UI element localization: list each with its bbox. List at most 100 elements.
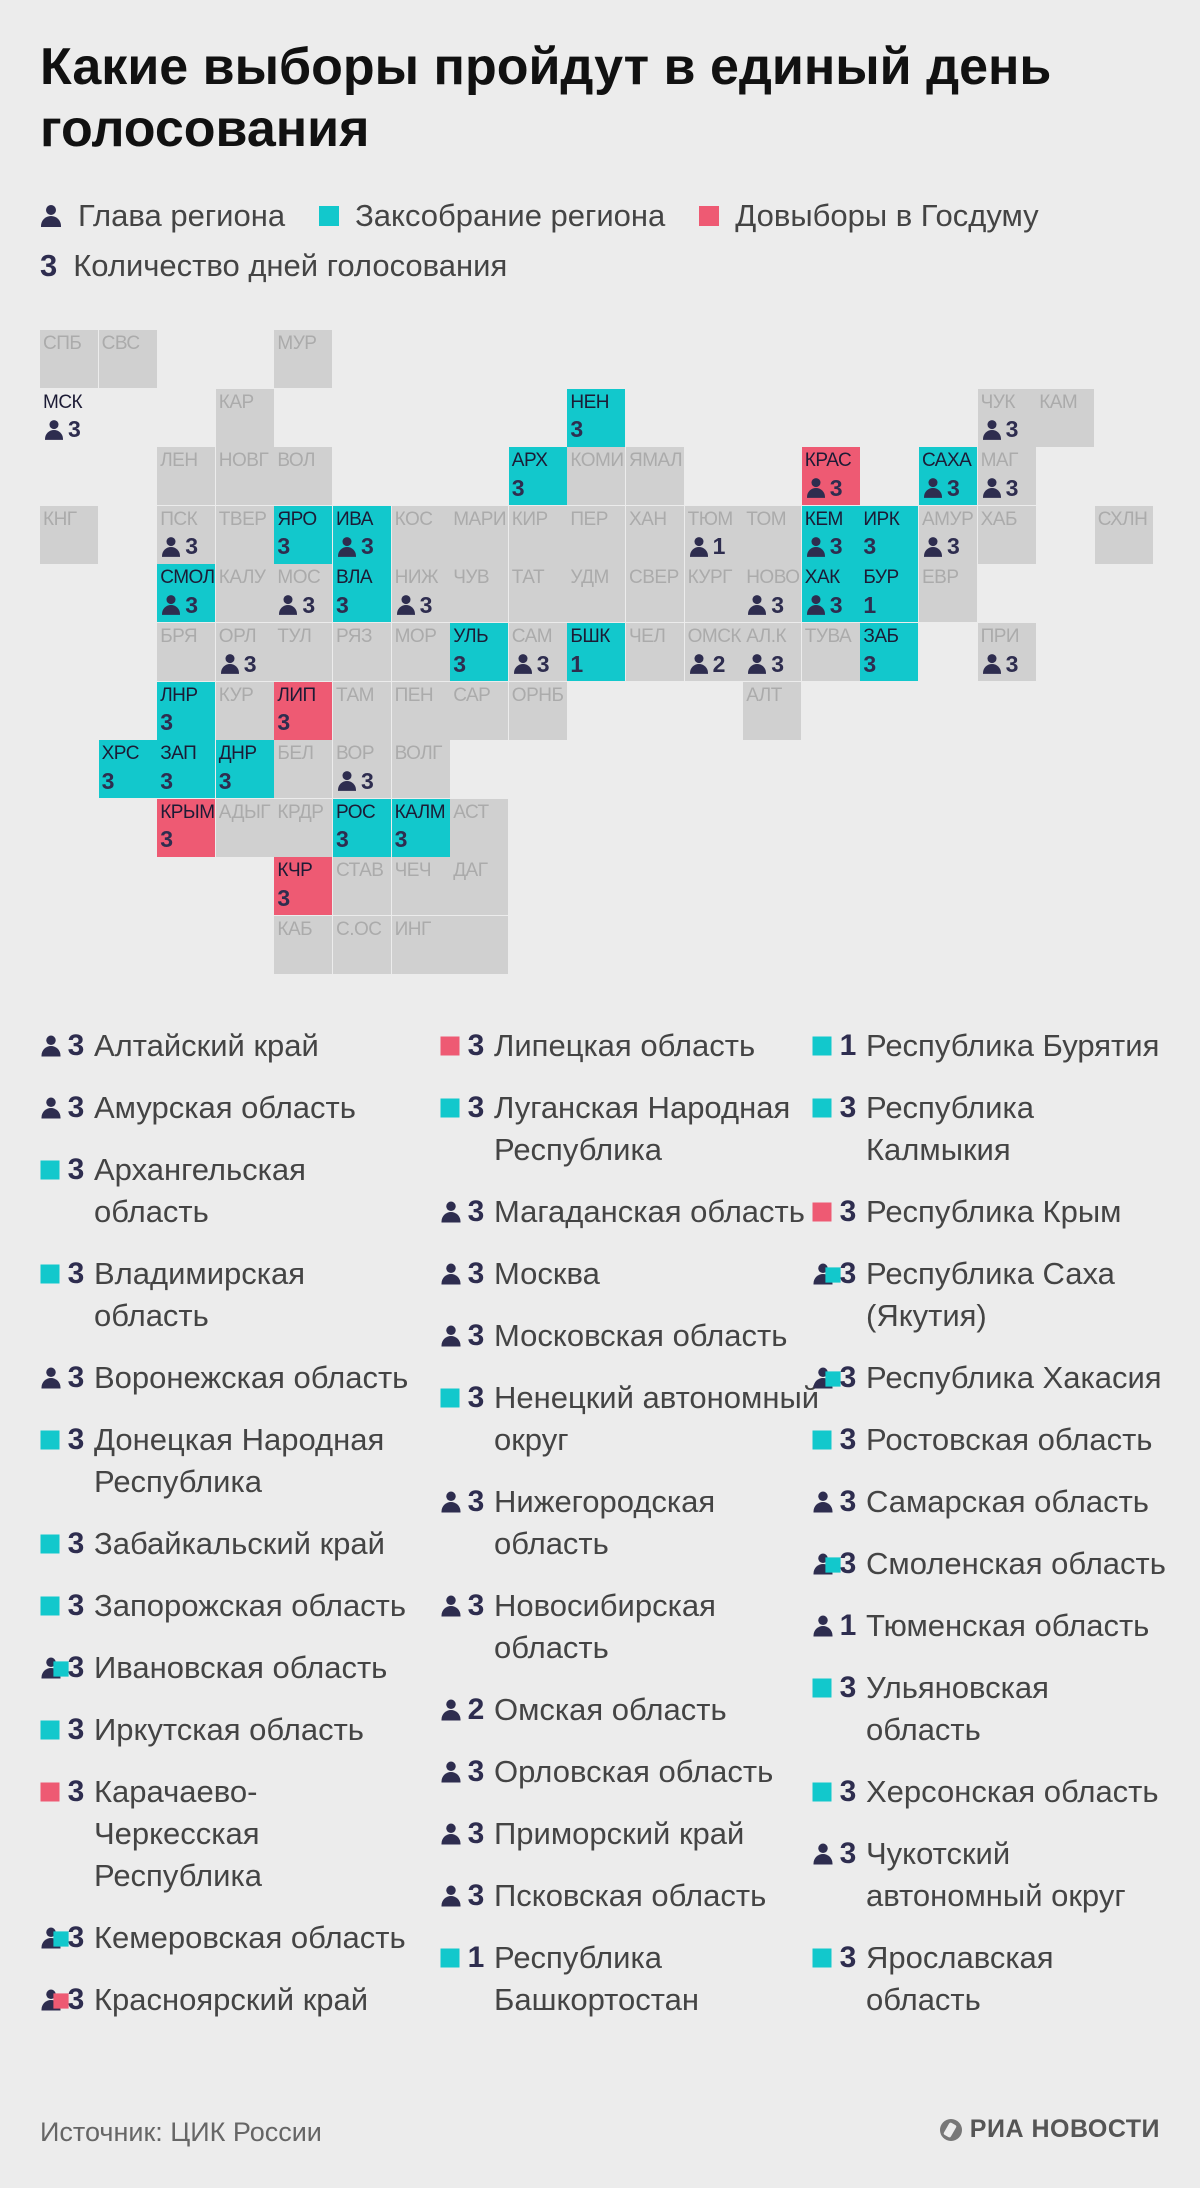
map-cell-label: ЧЕЧ xyxy=(394,860,432,882)
map-cell-label: ЧУВ xyxy=(453,567,490,589)
region-days: 3 xyxy=(67,1527,85,1560)
map-cell-label: ХАК xyxy=(804,567,840,589)
ria-logo-text: РИА НОВОСТИ xyxy=(969,2115,1160,2143)
map-cell: ЧЕЛ xyxy=(626,623,684,681)
region-days: 3 xyxy=(467,1195,485,1228)
map-cell: БРЯ xyxy=(157,623,216,681)
map-cell-label: УЛЬ xyxy=(453,626,489,647)
map-cell-label: СХЛН xyxy=(1097,508,1148,530)
teal-square-icon xyxy=(825,1557,841,1573)
map-cell-days: 3 xyxy=(160,709,173,736)
person-icon xyxy=(813,1553,834,1575)
map-cell: СМОЛ 3 xyxy=(157,564,216,623)
map-cell-days: 3 xyxy=(243,650,257,677)
election-type-icon xyxy=(40,1979,69,2021)
map-cell-label: ТВЕР xyxy=(218,508,267,530)
person-icon xyxy=(923,478,943,499)
map-cell: КАМ xyxy=(1036,388,1095,447)
map-cell-label: КРАС xyxy=(804,450,852,472)
map-cell-days: 3 xyxy=(302,591,316,618)
person-icon xyxy=(441,1491,462,1513)
map-cell: МАРИ xyxy=(450,505,509,564)
teal-square-icon xyxy=(825,1371,841,1387)
map-cell: ПСК 3 xyxy=(157,505,216,564)
map-cell: САМ 3 xyxy=(508,623,567,681)
map-cell: ЛИП 3 xyxy=(274,681,333,740)
map-cell-days: 3 xyxy=(570,416,584,443)
region-days: 1 xyxy=(467,1941,485,1974)
red-square-icon xyxy=(440,1036,460,1056)
region-name: Ярославская область xyxy=(866,1940,1054,2017)
map-cell-value: 3 xyxy=(336,592,349,618)
map-cell-label: ВОР xyxy=(336,743,375,765)
map-cell-label: С.ОС xyxy=(336,919,382,940)
legend-head-label: Глава региона xyxy=(78,198,286,233)
person-icon xyxy=(513,654,533,674)
map-cell-label: КУР xyxy=(218,684,254,706)
region-days: 3 xyxy=(67,1921,85,1954)
map-cell-label: САР xyxy=(453,684,491,706)
map-cell: ПЕН xyxy=(391,681,450,740)
region-name: Смоленская область xyxy=(866,1546,1166,1581)
map-cell: МУР xyxy=(274,330,333,388)
map-cell-label: ТАМ xyxy=(336,684,374,706)
region-list-item: 3 Нижегородская область xyxy=(440,1481,820,1565)
person-icon xyxy=(41,1367,62,1389)
region-name: Забайкальский край xyxy=(94,1526,385,1561)
region-name: Алтайский край xyxy=(94,1028,319,1063)
map-cell: ВЛА 3 xyxy=(333,564,391,623)
teal-square-icon xyxy=(53,1661,69,1677)
region-name: Нижегородская область xyxy=(494,1484,716,1561)
region-list-item: 3 Республика Крым xyxy=(812,1191,1172,1233)
election-type-icon xyxy=(440,1481,464,1523)
map-cell-label: БЕЛ xyxy=(277,743,314,765)
map-cell: КАР xyxy=(215,388,274,447)
teal-square-icon xyxy=(440,1388,460,1408)
person-icon xyxy=(747,654,767,674)
map-cell: АДЫГ xyxy=(215,798,274,857)
legend-assembly-label: Заксобрание региона xyxy=(355,198,666,233)
region-days: 3 xyxy=(839,1485,857,1518)
region-days: 3 xyxy=(839,1091,857,1124)
election-type-icon xyxy=(812,1543,841,1585)
person-icon xyxy=(813,1263,834,1285)
map-cell: СПБ xyxy=(40,330,98,388)
election-type-icon xyxy=(40,1523,64,1565)
person-icon xyxy=(41,1927,62,1949)
map-cell-value: 3 xyxy=(746,651,784,677)
person-icon xyxy=(220,654,240,674)
teal-square-icon xyxy=(812,1098,832,1118)
election-type-icon xyxy=(812,1481,836,1523)
map-cell-label: ТУЛ xyxy=(277,626,312,647)
map-cell-label: АДЫГ xyxy=(218,801,271,823)
map-cell-label: КАР xyxy=(218,391,254,413)
region-list-item: 3 Иркутская область xyxy=(40,1709,420,1751)
region-days: 3 xyxy=(467,1381,485,1414)
map-cell: ДАГ xyxy=(450,857,509,916)
election-type-icon xyxy=(440,1025,464,1067)
region-name: Иркутская область xyxy=(94,1712,364,1747)
map-cell: ЧЕЧ xyxy=(391,857,450,916)
map-cell-label: НЕН xyxy=(570,391,610,413)
map-cell-label: ЧУК xyxy=(980,391,1016,413)
region-list-item: 3 Карачаево-Черкесская Республика xyxy=(40,1771,420,1897)
election-type-icon xyxy=(812,1191,836,1233)
map-cell: АРХ 3 xyxy=(508,447,567,506)
teal-square-icon xyxy=(40,1596,60,1616)
map-cell-label: КАЛУ xyxy=(218,567,266,589)
map-cell-days: 3 xyxy=(185,591,198,618)
election-type-icon xyxy=(440,1585,464,1627)
red-square-icon xyxy=(812,1202,832,1222)
election-type-icon xyxy=(440,1191,464,1233)
legend-row-2: 3 Количество дней голосования xyxy=(40,248,541,284)
legend-days-label: Количество дней голосования xyxy=(73,248,508,283)
map-cell-value: 3 xyxy=(277,709,290,735)
map-cell-label: СВС xyxy=(101,333,140,354)
map-cell-label: ВЛА xyxy=(336,567,373,589)
map-cell: ЕВР xyxy=(919,564,977,623)
map-cell-label: ПСК xyxy=(160,508,198,530)
person-icon xyxy=(747,595,767,616)
legend-head: Глава региона xyxy=(40,198,285,234)
teal-square-icon xyxy=(812,1782,832,1802)
map-cell: КУР xyxy=(215,681,274,740)
